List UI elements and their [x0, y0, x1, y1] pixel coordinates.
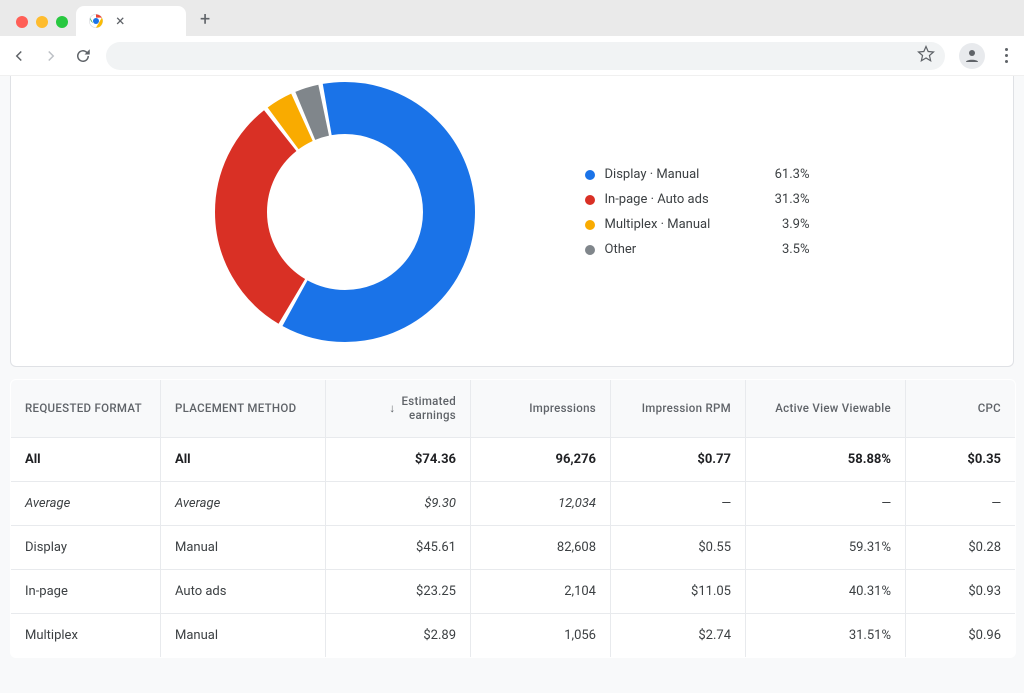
column-label: REQUESTED FORMAT	[25, 401, 142, 415]
table-header-row: REQUESTED FORMAT PLACEMENT METHOD ↓ Estimat…	[11, 380, 1016, 438]
page-viewport: Display · Manual 61.3% In-page · Auto ads 3…	[0, 76, 1024, 693]
cell-requested_format: Multiplex	[11, 613, 161, 657]
window-zoom-button[interactable]	[56, 16, 68, 28]
reload-button[interactable]	[74, 47, 92, 65]
bookmark-star-icon[interactable]	[917, 45, 935, 67]
column-label: PLACEMENT METHOD	[175, 401, 296, 415]
address-bar[interactable]	[106, 42, 945, 70]
cell-impressions: 96,276	[471, 437, 611, 481]
cell-requested_format: All	[11, 437, 161, 481]
cell-requested_format: In-page	[11, 569, 161, 613]
legend-label: In-page · Auto ads	[605, 192, 750, 207]
cell-estimated_earnings: $9.30	[326, 481, 471, 525]
cell-placement_method: Auto ads	[161, 569, 326, 613]
cell-impressions: 2,104	[471, 569, 611, 613]
legend-item[interactable]: Other 3.5%	[585, 242, 810, 257]
browser-tab[interactable]: ×	[76, 6, 186, 36]
legend-label: Display · Manual	[605, 167, 750, 182]
column-label: Estimatedearnings	[401, 394, 456, 423]
legend-swatch-icon	[585, 220, 595, 230]
cell-estimated_earnings: $23.25	[326, 569, 471, 613]
column-header-impression_rpm[interactable]: Impression RPM	[611, 380, 746, 438]
column-label: CPC	[978, 401, 1001, 415]
new-tab-button[interactable]: +	[186, 9, 224, 36]
tab-close-button[interactable]: ×	[114, 13, 127, 29]
cell-impression_rpm: $0.77	[611, 437, 746, 481]
cell-cpc: $0.28	[906, 525, 1016, 569]
table-row: MultiplexManual$2.891,056$2.7431.51%$0.9…	[11, 613, 1016, 657]
cell-estimated_earnings: $45.61	[326, 525, 471, 569]
chart-card: Display · Manual 61.3% In-page · Auto ads 3…	[10, 76, 1014, 367]
window-close-button[interactable]	[16, 16, 28, 28]
cell-active_view: 40.31%	[746, 569, 906, 613]
column-header-impressions[interactable]: Impressions	[471, 380, 611, 438]
browser-window: × + Displa	[0, 0, 1024, 693]
cell-placement_method: Average	[161, 481, 326, 525]
cell-requested_format: Average	[11, 481, 161, 525]
profile-avatar-button[interactable]	[959, 43, 985, 69]
cell-cpc: $0.96	[906, 613, 1016, 657]
legend-swatch-icon	[585, 245, 595, 255]
forward-button[interactable]	[42, 47, 60, 65]
legend-item[interactable]: In-page · Auto ads 31.3%	[585, 192, 810, 207]
table-row: In-pageAuto ads$23.252,104$11.0540.31%$0…	[11, 569, 1016, 613]
legend-label: Other	[605, 242, 750, 257]
column-header-estimated_earnings[interactable]: ↓ Estimatedearnings	[326, 380, 471, 438]
cell-cpc: —	[906, 481, 1016, 525]
report-table: REQUESTED FORMAT PLACEMENT METHOD ↓ Estimat…	[10, 379, 1016, 658]
cell-requested_format: Display	[11, 525, 161, 569]
column-header-cpc[interactable]: CPC	[906, 380, 1016, 438]
legend-value: 3.9%	[760, 217, 810, 232]
cell-impression_rpm: $2.74	[611, 613, 746, 657]
cell-cpc: $0.35	[906, 437, 1016, 481]
cell-active_view: 59.31%	[746, 525, 906, 569]
cell-impression_rpm: $0.55	[611, 525, 746, 569]
legend-item[interactable]: Display · Manual 61.3%	[585, 167, 810, 182]
column-label: Impressions	[529, 401, 596, 415]
cell-placement_method: All	[161, 437, 326, 481]
column-header-requested_format[interactable]: REQUESTED FORMAT	[11, 380, 161, 438]
table-row: AverageAverage$9.3012,034———	[11, 481, 1016, 525]
cell-impressions: 12,034	[471, 481, 611, 525]
cell-active_view: —	[746, 481, 906, 525]
cell-cpc: $0.93	[906, 569, 1016, 613]
cell-impressions: 1,056	[471, 613, 611, 657]
cell-impressions: 82,608	[471, 525, 611, 569]
legend-value: 61.3%	[760, 167, 810, 182]
cell-estimated_earnings: $2.89	[326, 613, 471, 657]
cell-impression_rpm: —	[611, 481, 746, 525]
legend-label: Multiplex · Manual	[605, 217, 750, 232]
table-row: DisplayManual$45.6182,608$0.5559.31%$0.2…	[11, 525, 1016, 569]
table-row: AllAll$74.3696,276$0.7758.88%$0.35	[11, 437, 1016, 481]
cell-placement_method: Manual	[161, 525, 326, 569]
tab-strip: × +	[0, 0, 1024, 36]
cell-impression_rpm: $11.05	[611, 569, 746, 613]
legend-item[interactable]: Multiplex · Manual 3.9%	[585, 217, 810, 232]
column-label: Impression RPM	[642, 401, 731, 415]
chrome-favicon-icon	[88, 13, 104, 29]
legend-value: 31.3%	[760, 192, 810, 207]
cell-active_view: 58.88%	[746, 437, 906, 481]
legend-value: 3.5%	[760, 242, 810, 257]
sort-descending-icon: ↓	[389, 401, 395, 415]
cell-active_view: 31.51%	[746, 613, 906, 657]
back-button[interactable]	[10, 47, 28, 65]
window-minimize-button[interactable]	[36, 16, 48, 28]
browser-menu-button[interactable]	[999, 48, 1014, 63]
legend-swatch-icon	[585, 170, 595, 180]
cell-estimated_earnings: $74.36	[326, 437, 471, 481]
column-header-placement_method[interactable]: PLACEMENT METHOD	[161, 380, 326, 438]
chart-legend: Display · Manual 61.3% In-page · Auto ads 3…	[585, 167, 810, 257]
legend-swatch-icon	[585, 195, 595, 205]
browser-toolbar	[0, 36, 1024, 76]
donut-chart	[215, 82, 475, 342]
column-header-active_view[interactable]: Active View Viewable	[746, 380, 906, 438]
table-body: AllAll$74.3696,276$0.7758.88%$0.35Averag…	[11, 437, 1016, 657]
window-controls	[12, 16, 76, 36]
cell-placement_method: Manual	[161, 613, 326, 657]
column-label: Active View Viewable	[775, 401, 891, 415]
